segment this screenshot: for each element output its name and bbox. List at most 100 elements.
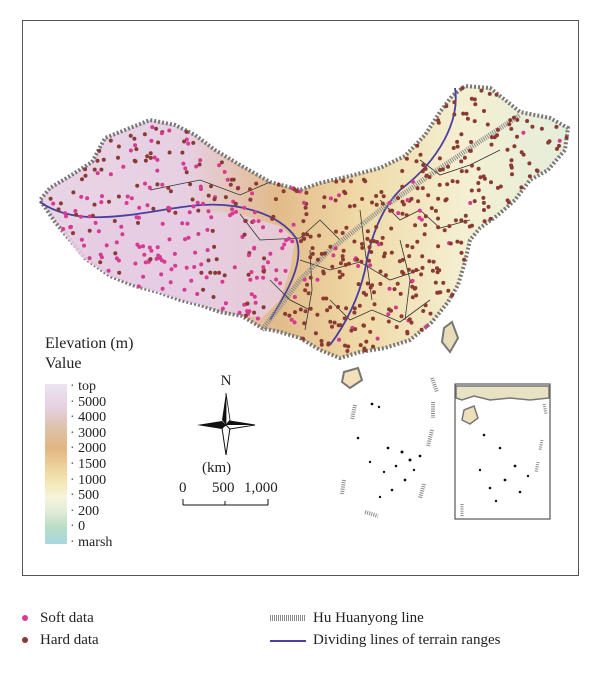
- legend-label-hu-huanyong: Hu Huanyong line: [313, 610, 424, 626]
- soft-data-point: [150, 125, 155, 130]
- hard-data-point: [525, 119, 530, 123]
- hard-data-point: [306, 291, 311, 296]
- hard-data-point: [381, 194, 386, 199]
- soft-data-point: [167, 128, 172, 133]
- hard-data-point: [421, 309, 426, 313]
- hard-data-point: [355, 257, 360, 262]
- hard-data-point: [247, 187, 252, 192]
- hard-data-point: [308, 306, 313, 311]
- hard-data-point: [340, 254, 345, 259]
- hard-data-point: [349, 328, 354, 333]
- hard-data-point: [287, 313, 292, 318]
- hard-data-point: [206, 193, 211, 198]
- hard-data-point: [135, 183, 140, 188]
- ramp-label-0: 0: [70, 519, 112, 535]
- hard-data-point: [332, 320, 337, 325]
- soft-data-point: [393, 305, 398, 310]
- hard-data-point: [448, 241, 453, 246]
- hard-data-point: [455, 179, 460, 184]
- hard-data-point: [413, 223, 418, 228]
- soft-data-point: [167, 206, 172, 211]
- soft-data-point: [261, 275, 266, 280]
- hard-data-point: [527, 161, 532, 166]
- hard-data-point: [436, 244, 441, 249]
- hard-data-point: [360, 245, 365, 250]
- elevation-color-ramp: [45, 384, 67, 544]
- brown-dot-icon: [22, 637, 28, 643]
- hard-data-point: [459, 132, 464, 137]
- soft-data-point: [209, 215, 214, 220]
- soft-data-point: [195, 200, 200, 205]
- hard-data-point: [134, 147, 139, 152]
- hard-data-point: [438, 290, 443, 295]
- hard-data-point: [463, 213, 468, 218]
- hard-data-point: [343, 343, 347, 348]
- soft-data-point: [315, 277, 320, 282]
- hard-data-point: [557, 143, 561, 148]
- hard-data-point: [353, 327, 358, 332]
- hard-data-point: [370, 200, 374, 205]
- hard-data-point: [478, 175, 483, 180]
- hard-data-point: [337, 275, 342, 280]
- hard-data-point: [506, 200, 511, 205]
- hard-data-point: [206, 258, 211, 263]
- soft-data-point: [387, 286, 392, 291]
- hard-data-point: [87, 228, 92, 233]
- hard-data-point: [262, 256, 267, 261]
- hard-data-point: [302, 321, 307, 326]
- soft-data-point: [251, 219, 256, 224]
- legend-item-terrain-lines: Dividing lines of terrain ranges: [313, 629, 500, 651]
- soft-data-point: [278, 281, 283, 286]
- hard-data-point: [482, 176, 487, 181]
- soft-data-point: [222, 169, 227, 174]
- hard-data-point: [345, 349, 350, 353]
- hard-data-point: [442, 228, 447, 233]
- hard-data-point: [394, 325, 399, 329]
- hard-data-point: [190, 197, 195, 202]
- hard-data-point: [315, 312, 320, 317]
- soft-data-point: [246, 253, 251, 258]
- soft-data-point: [256, 219, 261, 224]
- hard-data-point: [303, 205, 308, 210]
- soft-data-point: [284, 238, 289, 243]
- nine-dash-line: [340, 377, 439, 518]
- soft-data-point: [68, 225, 73, 230]
- soft-data-point: [386, 312, 391, 317]
- hard-data-point: [482, 109, 486, 113]
- hard-data-point: [534, 168, 539, 173]
- hard-data-point: [101, 157, 106, 162]
- soft-data-point: [254, 275, 259, 280]
- hard-data-point: [357, 303, 362, 308]
- soft-data-point: [160, 221, 165, 226]
- hard-data-point: [191, 140, 196, 145]
- hard-data-point: [302, 236, 307, 241]
- hard-data-point: [420, 265, 425, 270]
- soft-data-point: [194, 164, 199, 169]
- hard-data-point: [512, 144, 517, 149]
- soft-data-point: [248, 277, 253, 282]
- soft-data-point: [282, 242, 287, 247]
- hard-data-point: [98, 260, 103, 265]
- hard-data-point: [472, 119, 477, 124]
- hard-data-point: [473, 102, 478, 107]
- soft-data-point: [100, 194, 104, 199]
- south-sea-islands: [356, 402, 422, 499]
- hard-data-point: [326, 341, 331, 346]
- hard-data-point: [498, 184, 503, 189]
- hard-data-point: [328, 305, 333, 310]
- hard-data-point: [210, 228, 215, 233]
- hard-data-point: [410, 269, 415, 274]
- soft-data-point: [468, 201, 473, 205]
- point-legend: Soft data Hard data: [22, 607, 99, 651]
- hard-data-point: [444, 197, 449, 202]
- ramp-label-500: 500: [70, 488, 112, 504]
- hard-data-point: [116, 144, 121, 149]
- soft-data-point: [356, 264, 361, 268]
- soft-data-point: [142, 252, 147, 257]
- hard-data-point: [336, 305, 340, 309]
- hard-data-point: [479, 88, 484, 93]
- hard-data-point: [223, 195, 228, 200]
- hard-data-point: [308, 255, 313, 260]
- hard-data-point: [155, 182, 160, 187]
